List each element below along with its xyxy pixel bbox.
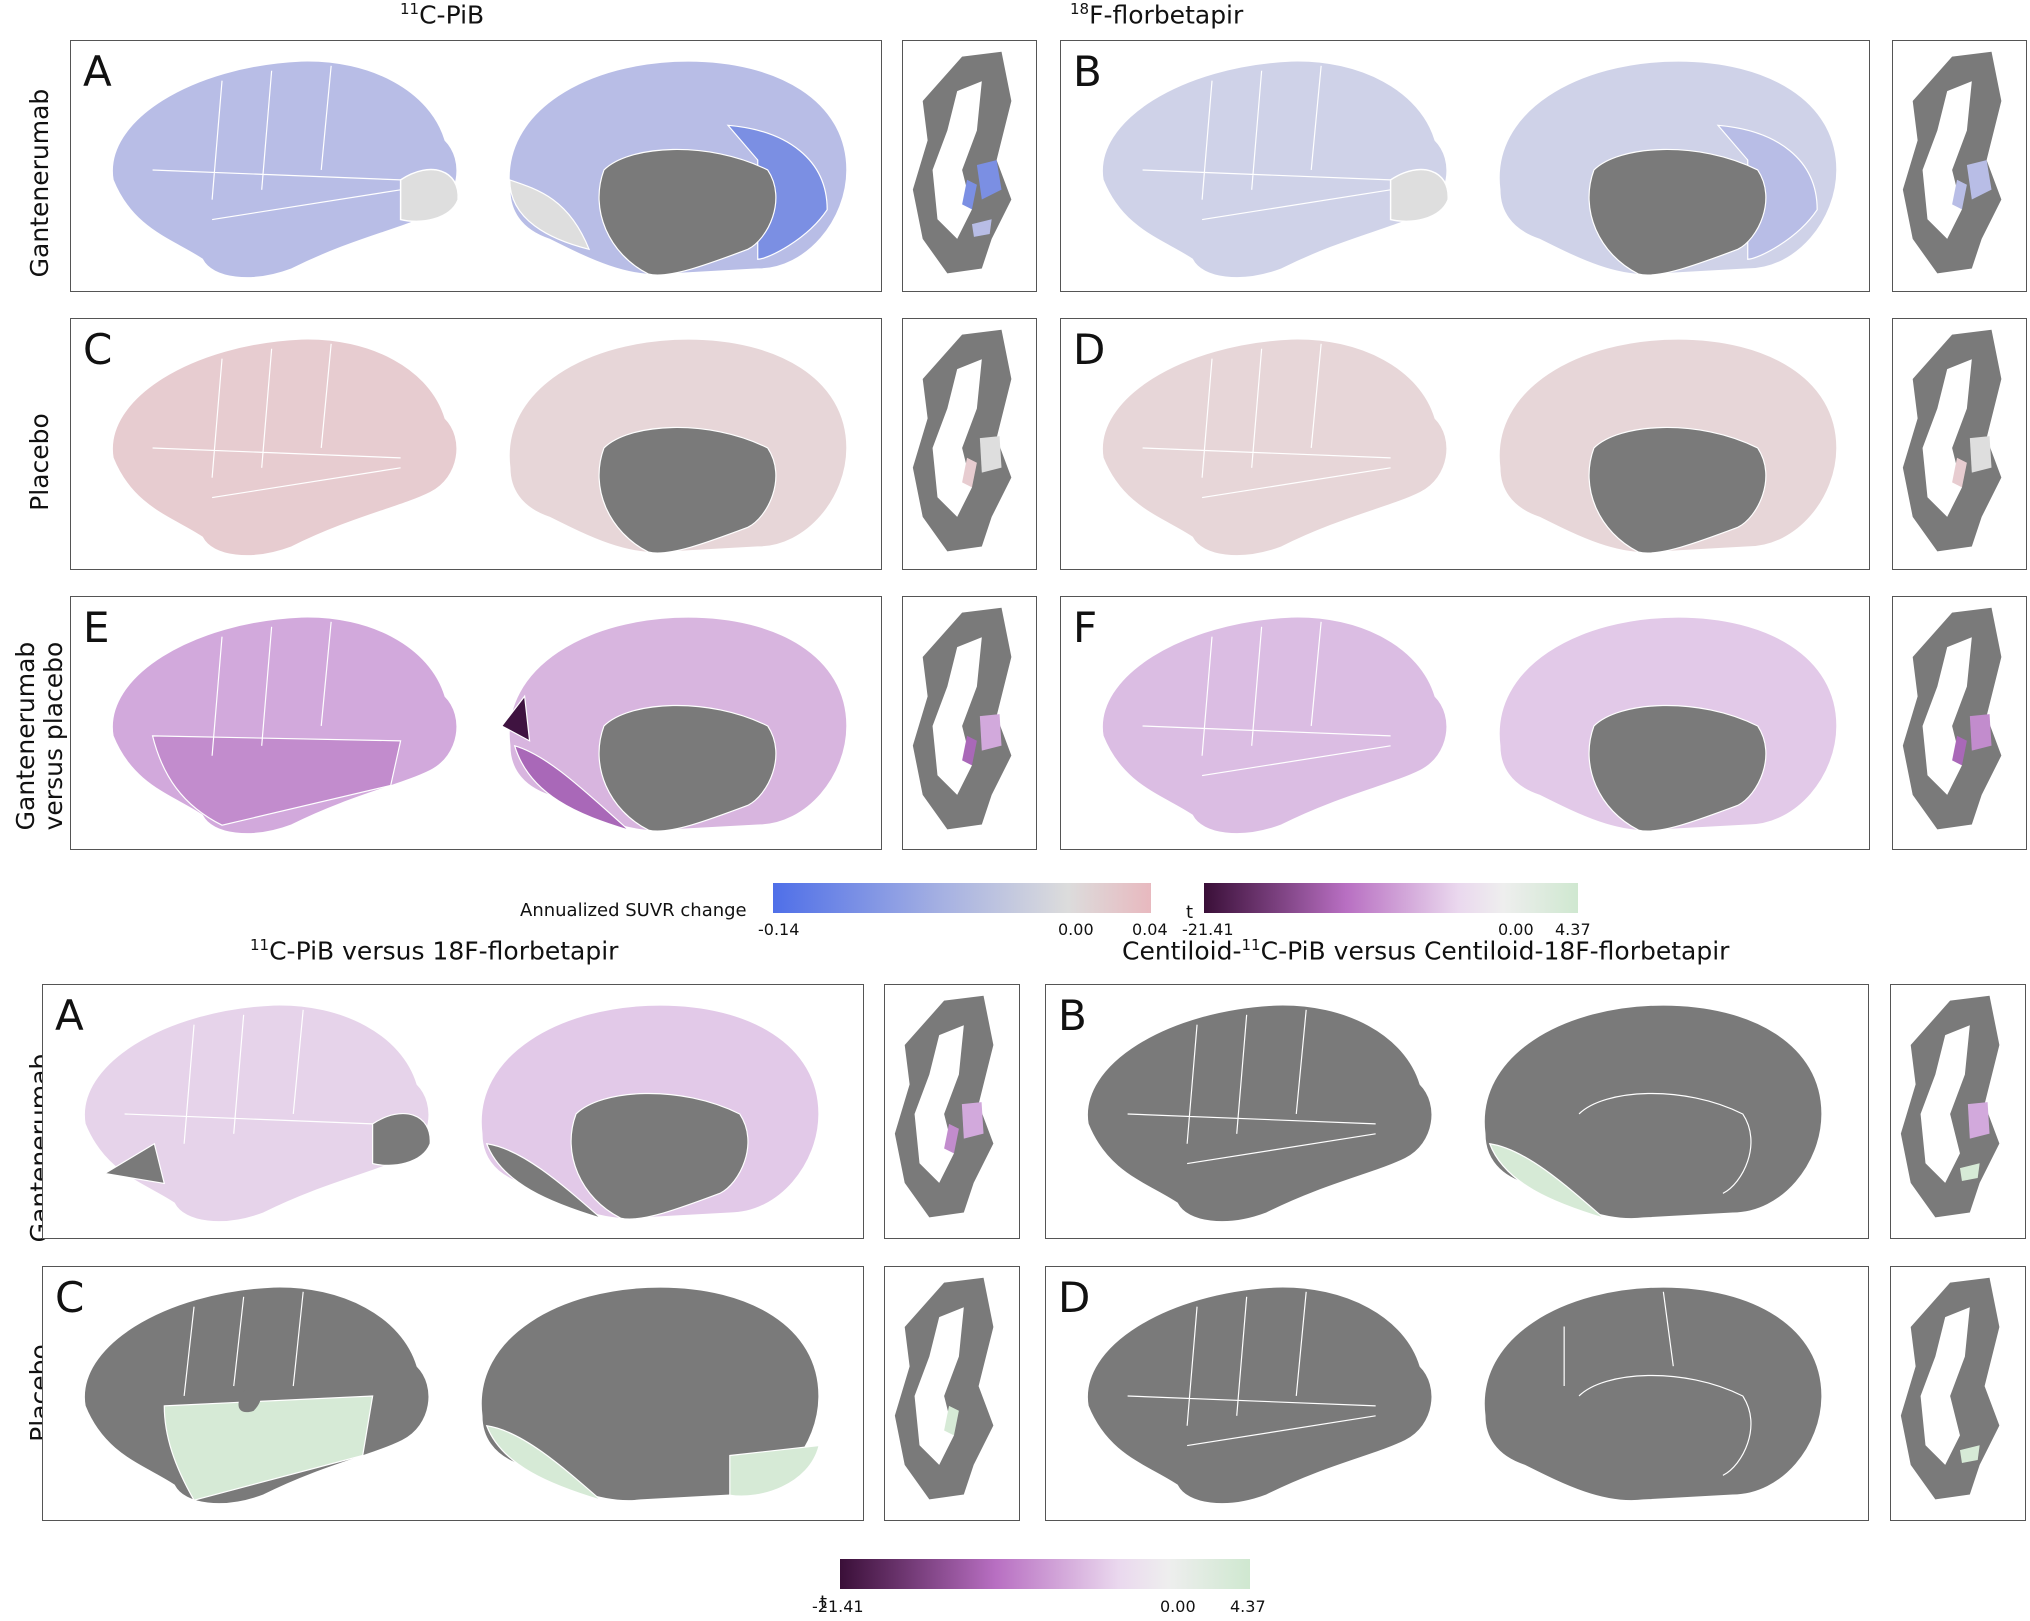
panel-a-bottom: A bbox=[42, 984, 864, 1239]
axial-slice bbox=[1902, 51, 2002, 274]
brain-surfaces bbox=[83, 1286, 820, 1505]
axial-slice-d-bottom bbox=[1890, 1266, 2026, 1521]
panel-letter: A bbox=[83, 47, 112, 96]
panel-b-bottom: B bbox=[1045, 984, 1869, 1239]
brain-surfaces bbox=[1101, 338, 1838, 557]
panel-e-top: E bbox=[70, 596, 882, 850]
brain-surfaces bbox=[1101, 60, 1838, 279]
t-colorbar-bottom bbox=[840, 1559, 1250, 1589]
t-colorbar-label-bottom: t bbox=[820, 1592, 828, 1613]
panel-letter: B bbox=[1073, 47, 1102, 96]
suvr-mid: 0.00 bbox=[1058, 920, 1094, 939]
brain-surfaces bbox=[111, 616, 848, 835]
brain-surfaces bbox=[111, 60, 848, 279]
panel-letter: C bbox=[55, 1273, 85, 1322]
panel-letter: C bbox=[83, 325, 113, 374]
axial-slice-b bbox=[1892, 40, 2027, 292]
t-colorbar-top bbox=[1204, 883, 1578, 913]
column-title-pib: 11C-PiB bbox=[400, 0, 484, 29]
t-min-top: -21.41 bbox=[1182, 920, 1234, 939]
axial-slice-a-bottom bbox=[884, 984, 1020, 1239]
panel-b-top: B bbox=[1060, 40, 1870, 292]
tracer-name: C-PiB bbox=[419, 0, 485, 30]
brain-surfaces bbox=[111, 338, 848, 557]
tracer-name: F-florbetapir bbox=[1089, 0, 1244, 30]
panel-d-bottom: D bbox=[1045, 1266, 1869, 1521]
medial-wall bbox=[598, 148, 777, 276]
row-label-gantenerumab: Gantenerumab bbox=[25, 88, 54, 278]
axial-slice bbox=[912, 51, 1012, 274]
axial-slice-d bbox=[1892, 318, 2027, 570]
row-label-placebo: Placebo bbox=[25, 413, 54, 511]
panel-c-bottom: C bbox=[42, 1266, 864, 1521]
axial-slice-a bbox=[902, 40, 1037, 292]
axial-slice bbox=[912, 607, 1012, 830]
isotope-superscript: 18 bbox=[1070, 0, 1090, 18]
panel-letter: D bbox=[1073, 325, 1106, 374]
column-title-florbetapir: 18F-florbetapir bbox=[1070, 0, 1243, 29]
panel-letter: B bbox=[1058, 991, 1087, 1040]
axial-slice-b-bottom bbox=[1890, 984, 2026, 1239]
t-mid-bottom: 0.00 bbox=[1160, 1597, 1196, 1616]
axial-slice-c-bottom bbox=[884, 1266, 1020, 1521]
t-max-top: 4.37 bbox=[1555, 920, 1591, 939]
brain-surfaces bbox=[1086, 1286, 1823, 1505]
brain-surfaces bbox=[83, 1004, 820, 1223]
lateral-brain bbox=[111, 60, 458, 279]
panel-d-top: D bbox=[1060, 318, 1870, 570]
suvr-min: -0.14 bbox=[758, 920, 800, 939]
panel-letter: E bbox=[83, 603, 110, 652]
row-label-contrast: Gantenerumab versus placebo bbox=[11, 641, 68, 831]
axial-slice bbox=[894, 995, 994, 1218]
panel-letter: A bbox=[55, 991, 84, 1040]
suvr-colorbar-label: Annualized SUVR change bbox=[520, 900, 747, 921]
bottom-column-title-right: Centiloid-11C-PiB versus Centiloid-18F-f… bbox=[1122, 936, 1730, 966]
panel-f-top: F bbox=[1060, 596, 1870, 850]
t-colorbar-label-top: t bbox=[1186, 902, 1194, 923]
t-mid-top: 0.00 bbox=[1498, 920, 1534, 939]
axial-slice-c bbox=[902, 318, 1037, 570]
suvr-colorbar bbox=[773, 883, 1151, 913]
axial-slice-e bbox=[902, 596, 1037, 850]
isotope-superscript: 11 bbox=[400, 0, 420, 18]
panel-c-top: C bbox=[70, 318, 882, 570]
axial-slice bbox=[1900, 995, 2000, 1218]
t-min-bottom: -21.41 bbox=[812, 1597, 864, 1616]
panel-letter: D bbox=[1058, 1273, 1091, 1322]
bottom-column-title-left: 11C-PiB versus 18F-florbetapir bbox=[250, 936, 619, 966]
brain-surfaces bbox=[1101, 616, 1838, 835]
lateral-occipital bbox=[399, 168, 459, 223]
axial-slice bbox=[1902, 607, 2002, 830]
suvr-max: 0.04 bbox=[1132, 920, 1168, 939]
axial-slice bbox=[894, 1277, 994, 1500]
brain-surfaces bbox=[1086, 1004, 1823, 1223]
axial-slice bbox=[1902, 329, 2002, 552]
axial-slice bbox=[912, 329, 1012, 552]
axial-slice-f bbox=[1892, 596, 2027, 850]
panel-a-top: A bbox=[70, 40, 882, 292]
t-max-bottom: 4.37 bbox=[1230, 1597, 1266, 1616]
axial-slice bbox=[1900, 1277, 2000, 1500]
panel-letter: F bbox=[1073, 603, 1098, 652]
